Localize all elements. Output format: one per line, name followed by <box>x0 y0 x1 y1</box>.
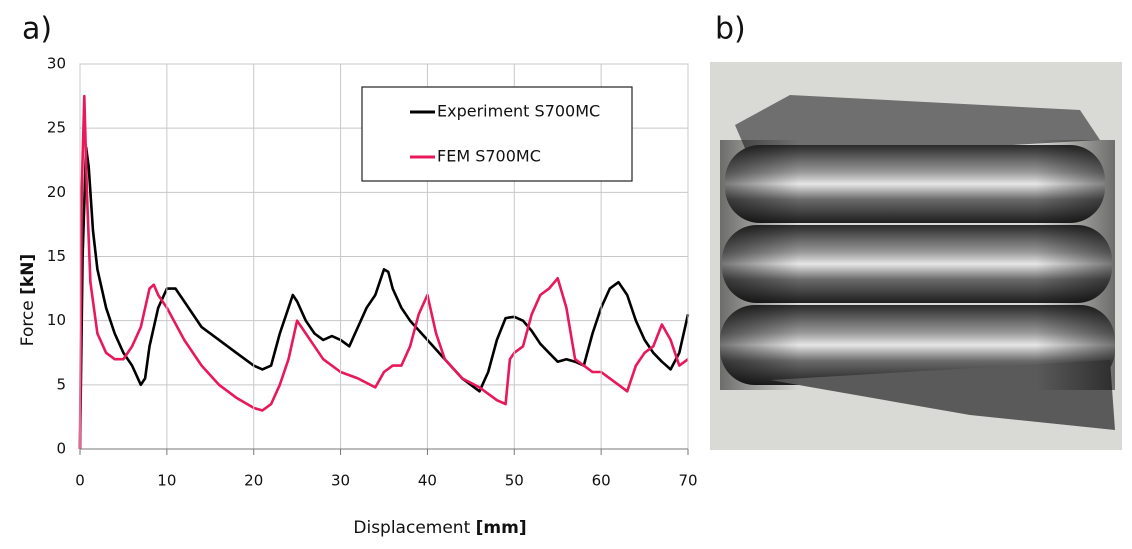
y-label-unit: [kN] <box>18 254 38 295</box>
y-tick-label: 30 <box>47 55 66 73</box>
x-tick-label: 40 <box>418 472 437 490</box>
y-tick-label: 20 <box>47 183 66 201</box>
x-tick-label: 20 <box>244 472 263 490</box>
y-axis-label: Force [kN] <box>18 254 38 346</box>
y-tick-label: 25 <box>47 119 66 137</box>
x-tick-label: 10 <box>157 472 176 490</box>
x-tick-label: 60 <box>592 472 611 490</box>
legend: Experiment S700MC FEM S700MC <box>362 87 632 181</box>
x-tick-label: 50 <box>505 472 524 490</box>
panel-label: a) <box>22 12 52 47</box>
y-label-text: Force <box>18 300 38 346</box>
x-axis-label: Displacement [mm] <box>353 518 526 538</box>
legend-label: Experiment S700MC <box>437 102 600 121</box>
photo <box>710 62 1122 450</box>
legend-label: FEM S700MC <box>437 147 541 166</box>
figure: a) b) Displacement [mm] Force [kN] 0 5 10 1… <box>0 0 1132 545</box>
y-tick-label: 10 <box>47 311 66 329</box>
x-tick-label: 70 <box>678 472 697 490</box>
x-label-unit: [mm] <box>476 518 527 538</box>
x-tick-label: 0 <box>75 472 85 490</box>
y-tick-label: 15 <box>47 247 66 265</box>
x-label-text: Displacement <box>353 518 470 538</box>
y-tick-label: 5 <box>56 375 66 393</box>
panel-label: b) <box>715 12 746 47</box>
x-tick-label: 30 <box>331 472 350 490</box>
y-tick-label: 0 <box>56 440 66 458</box>
